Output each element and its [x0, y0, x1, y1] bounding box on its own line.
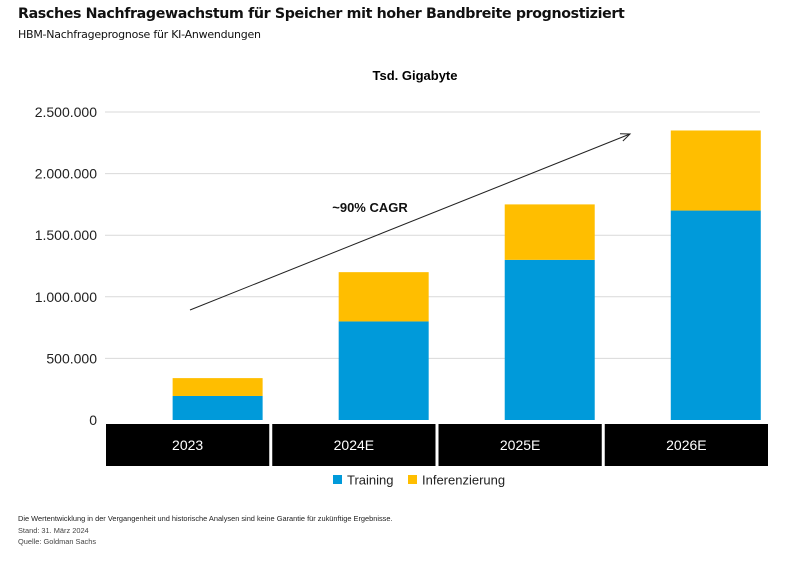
- x-axis-categories: 2023 2024E 2025E 2026E: [106, 424, 768, 466]
- date-footnote: Stand: 31. März 2024: [18, 526, 89, 535]
- bar-training-2026e: [670, 210, 761, 420]
- bars: [172, 130, 761, 420]
- legend-label-training: Training: [347, 473, 393, 488]
- category-box: [438, 424, 602, 466]
- category-label: 2024E: [334, 437, 374, 453]
- legend-swatch-inferenzierung: [408, 475, 417, 484]
- y-tick-label: 2.500.000: [35, 104, 97, 120]
- bar-inferenzierung-2023: [172, 378, 263, 396]
- category-label: 2026E: [666, 437, 706, 453]
- cagr-arrow-line: [189, 133, 631, 311]
- category-box: [106, 424, 270, 466]
- bar-training-2023: [172, 395, 263, 420]
- unit-label: Tsd. Gigabyte: [372, 68, 458, 83]
- bar-inferenzierung-2026e: [670, 130, 761, 211]
- annotations: ~90% CAGR: [189, 133, 632, 311]
- source-footnote: Quelle: Goldman Sachs: [18, 537, 97, 546]
- y-tick-label: 1.000.000: [35, 289, 97, 305]
- category-label: 2025E: [500, 437, 540, 453]
- disclaimer-footnote: Die Wertentwicklung in der Vergangenheit…: [18, 514, 393, 523]
- bar-training-2025e: [504, 259, 595, 420]
- bar-training-2024e: [338, 321, 429, 420]
- bar-inferenzierung-2025e: [504, 204, 595, 260]
- legend-label-inferenzierung: Inferenzierung: [422, 473, 505, 488]
- chart-title: Rasches Nachfragewachstum für Speicher m…: [18, 6, 625, 22]
- y-tick-label: 0: [89, 412, 97, 428]
- bar-inferenzierung-2024e: [338, 272, 429, 322]
- y-tick-label: 1.500.000: [35, 227, 97, 243]
- gridlines: [105, 111, 760, 359]
- category-box: [604, 424, 768, 466]
- arrow-head-icon: [619, 133, 632, 142]
- y-tick-label: 500.000: [46, 350, 97, 366]
- category-label: 2023: [172, 437, 203, 453]
- y-tick-label: 2.000.000: [35, 166, 97, 182]
- y-axis-ticks: 0 500.000 1.000.000 1.500.000 2.000.000 2.500…: [35, 104, 98, 428]
- legend-swatch-training: [333, 475, 342, 484]
- legend: Training Inferenzierung: [333, 473, 505, 488]
- chart-subtitle: HBM-Nachfrageprognose für KI-Anwendungen: [18, 28, 261, 41]
- cagr-label: ~90% CAGR: [332, 200, 408, 215]
- category-box: [272, 424, 436, 466]
